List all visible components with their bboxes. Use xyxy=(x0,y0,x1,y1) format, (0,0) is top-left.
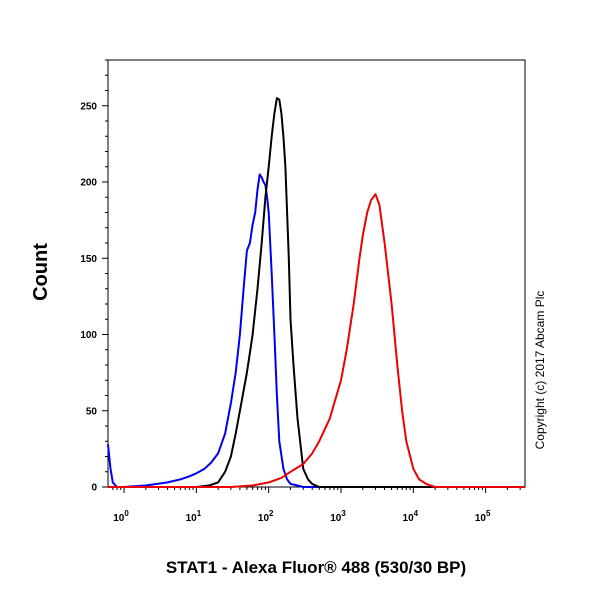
y-tick-label: 0 xyxy=(91,483,97,494)
y-axis-ticks: 0 50 100 150 200 250 xyxy=(80,59,108,494)
x-tick-exponent: 1 xyxy=(197,509,202,518)
x-tick-base: 10 xyxy=(403,513,415,524)
y-tick-label: 200 xyxy=(80,178,97,189)
x-tick-label: 101 xyxy=(186,509,202,524)
histogram-line-3 xyxy=(108,193,525,488)
y-tick-label: 50 xyxy=(86,406,98,417)
y-tick-label: 150 xyxy=(80,254,97,265)
x-tick-exponent: 0 xyxy=(124,509,129,518)
y-tick-label: 250 xyxy=(80,101,97,112)
y-tick-label: 100 xyxy=(80,330,97,341)
x-tick-label: 103 xyxy=(330,509,346,524)
x-tick-base: 10 xyxy=(258,513,270,524)
x-tick-label: 100 xyxy=(113,509,129,524)
x-tick-base: 10 xyxy=(186,513,198,524)
histogram-line-1 xyxy=(107,173,525,488)
x-tick-exponent: 2 xyxy=(269,509,274,518)
y-axis-label: Count xyxy=(30,243,52,301)
x-tick-exponent: 4 xyxy=(414,509,419,518)
x-tick-base: 10 xyxy=(113,513,125,524)
x-axis-ticks: 100 101 102 103 104 105 xyxy=(112,487,521,524)
plot-axes xyxy=(107,59,526,488)
plot-frame xyxy=(107,59,526,488)
x-tick-base: 10 xyxy=(475,513,487,524)
x-tick-base: 10 xyxy=(330,513,342,524)
x-axis-label: STAT1 - Alexa Fluor® 488 (530/30 BP) xyxy=(166,558,466,577)
x-tick-exponent: 5 xyxy=(486,509,491,518)
x-tick-exponent: 3 xyxy=(341,509,346,518)
histogram-series xyxy=(107,97,525,488)
x-tick-label: 102 xyxy=(258,509,274,524)
x-tick-label: 104 xyxy=(403,509,419,524)
histogram-line-2 xyxy=(108,97,525,488)
copyright-annotation: Copyright (c) 2017 Abcam Plc xyxy=(533,291,547,450)
x-tick-label: 105 xyxy=(475,509,491,524)
